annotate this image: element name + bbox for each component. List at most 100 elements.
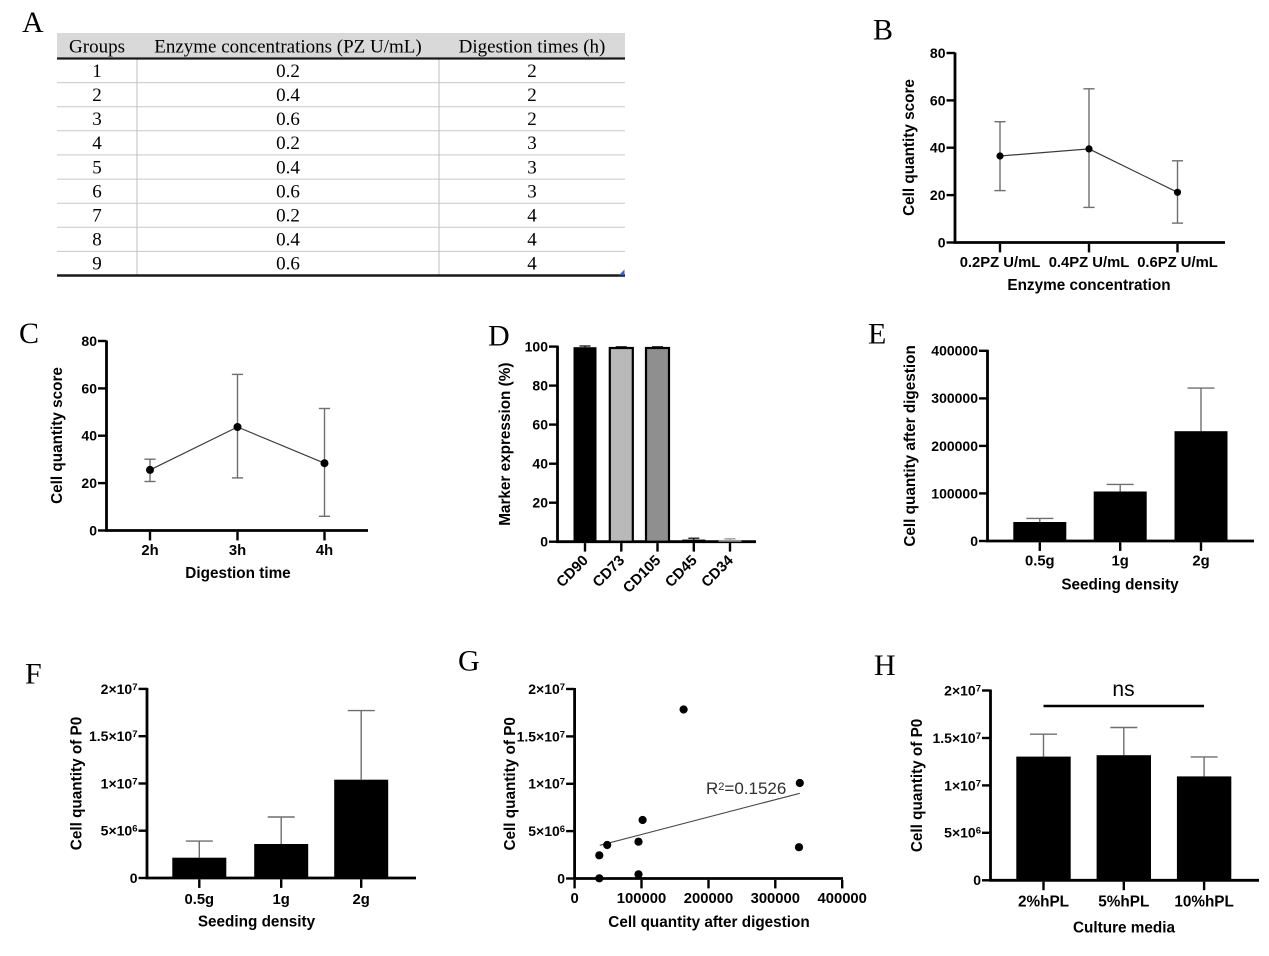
svg-text:100000: 100000 [617, 891, 666, 907]
svg-text:0: 0 [938, 234, 946, 250]
svg-text:2h: 2h [141, 543, 158, 559]
svg-text:1g: 1g [1112, 554, 1129, 570]
svg-text:G: G [458, 644, 480, 677]
svg-text:0.4PZ U/mL: 0.4PZ U/mL [1049, 255, 1130, 271]
svg-text:2%hPL: 2%hPL [1018, 893, 1069, 910]
svg-text:H: H [874, 649, 896, 682]
svg-text:Cell quantity score: Cell quantity score [49, 367, 66, 504]
svg-text:0: 0 [557, 870, 565, 886]
svg-text:R2=0.1526: R2=0.1526 [706, 779, 786, 798]
svg-text:4h: 4h [316, 543, 333, 559]
svg-text:Enzyme concentrations (PZ U/mL: Enzyme concentrations (PZ U/mL) [154, 37, 422, 58]
svg-text:Cell quantity after digestion: Cell quantity after digestion [902, 345, 919, 546]
svg-text:2: 2 [527, 61, 537, 82]
svg-text:80: 80 [930, 45, 946, 61]
svg-text:Enzyme concentration: Enzyme concentration [1007, 277, 1170, 294]
svg-text:1g: 1g [273, 892, 290, 908]
svg-text:2: 2 [92, 85, 102, 106]
svg-text:9: 9 [92, 254, 102, 275]
svg-text:ns: ns [1112, 678, 1134, 701]
svg-text:40: 40 [930, 140, 946, 156]
svg-text:Marker expression (%): Marker expression (%) [497, 363, 514, 526]
svg-text:Cell quantity of P0: Cell quantity of P0 [909, 719, 926, 852]
svg-text:Seeding density: Seeding density [198, 914, 316, 931]
svg-text:0.6: 0.6 [276, 181, 300, 202]
svg-text:0.6: 0.6 [276, 254, 300, 275]
svg-text:5×106: 5×106 [944, 825, 981, 841]
svg-text:40: 40 [532, 456, 548, 472]
svg-text:E: E [868, 318, 886, 351]
svg-text:5: 5 [92, 157, 102, 178]
svg-text:D: D [488, 319, 510, 352]
svg-text:20: 20 [532, 495, 548, 511]
svg-text:3: 3 [527, 133, 537, 154]
svg-text:0.2: 0.2 [276, 206, 300, 227]
svg-text:2×107: 2×107 [101, 681, 138, 697]
svg-text:60: 60 [81, 380, 97, 396]
svg-text:1×107: 1×107 [944, 777, 981, 793]
svg-text:20: 20 [81, 475, 97, 491]
svg-text:0.6: 0.6 [276, 109, 300, 130]
svg-text:0.2: 0.2 [276, 61, 300, 82]
svg-text:80: 80 [81, 333, 97, 349]
svg-text:400000: 400000 [818, 891, 867, 907]
svg-text:400000: 400000 [931, 343, 978, 359]
svg-text:300000: 300000 [751, 891, 800, 907]
svg-text:Digestion time: Digestion time [185, 565, 290, 582]
svg-text:4: 4 [527, 230, 537, 251]
svg-text:1×107: 1×107 [528, 776, 565, 792]
svg-text:Cell quantity of P0: Cell quantity of P0 [69, 717, 86, 850]
svg-text:200000: 200000 [684, 891, 733, 907]
svg-text:0.4: 0.4 [276, 85, 300, 106]
svg-text:2g: 2g [1192, 554, 1209, 570]
svg-text:3h: 3h [229, 543, 246, 559]
svg-text:3: 3 [527, 157, 537, 178]
svg-text:60: 60 [532, 417, 548, 433]
svg-text:100: 100 [525, 339, 549, 355]
svg-text:2×107: 2×107 [528, 681, 565, 697]
svg-text:3: 3 [92, 109, 102, 130]
svg-text:0: 0 [970, 533, 978, 549]
svg-text:C: C [19, 317, 39, 350]
svg-text:0: 0 [570, 891, 578, 907]
svg-text:2g: 2g [353, 892, 370, 908]
svg-text:4: 4 [527, 206, 537, 227]
svg-text:0.5g: 0.5g [184, 892, 214, 908]
svg-text:0.2: 0.2 [276, 133, 300, 154]
svg-text:1.5×107: 1.5×107 [89, 728, 138, 744]
svg-text:300000: 300000 [931, 390, 978, 406]
svg-text:1: 1 [92, 61, 102, 82]
svg-text:Cell quantity of P0: Cell quantity of P0 [502, 717, 519, 850]
svg-text:5×106: 5×106 [101, 823, 138, 839]
svg-text:0: 0 [540, 534, 548, 550]
svg-text:2: 2 [527, 109, 537, 130]
svg-text:A: A [22, 6, 44, 39]
svg-text:200000: 200000 [931, 438, 978, 454]
svg-text:1.5×107: 1.5×107 [517, 728, 566, 744]
svg-text:Culture media: Culture media [1073, 919, 1175, 936]
svg-text:Cell quantity score: Cell quantity score [901, 79, 918, 216]
svg-text:Cell quantity after digestion: Cell quantity after digestion [608, 914, 809, 931]
svg-text:60: 60 [930, 92, 946, 108]
svg-text:1×107: 1×107 [101, 775, 138, 791]
svg-text:6: 6 [92, 181, 102, 202]
svg-text:5×106: 5×106 [528, 823, 565, 839]
svg-text:1.5×107: 1.5×107 [932, 730, 981, 746]
svg-text:0.2PZ U/mL: 0.2PZ U/mL [960, 255, 1041, 271]
svg-text:3: 3 [527, 181, 537, 202]
svg-text:20: 20 [930, 187, 946, 203]
svg-text:0.4: 0.4 [276, 157, 300, 178]
svg-text:Digestion times (h): Digestion times (h) [459, 37, 606, 58]
svg-text:F: F [25, 657, 42, 690]
svg-text:0.4: 0.4 [276, 230, 300, 251]
svg-text:2×107: 2×107 [944, 682, 981, 698]
svg-text:4: 4 [527, 254, 537, 275]
svg-text:4: 4 [92, 133, 102, 154]
svg-text:40: 40 [81, 428, 97, 444]
svg-text:8: 8 [92, 230, 102, 251]
svg-text:0: 0 [89, 522, 97, 538]
svg-text:Groups: Groups [69, 37, 125, 58]
svg-text:10%hPL: 10%hPL [1174, 893, 1234, 910]
svg-text:0: 0 [973, 872, 981, 888]
svg-text:7: 7 [92, 206, 102, 227]
